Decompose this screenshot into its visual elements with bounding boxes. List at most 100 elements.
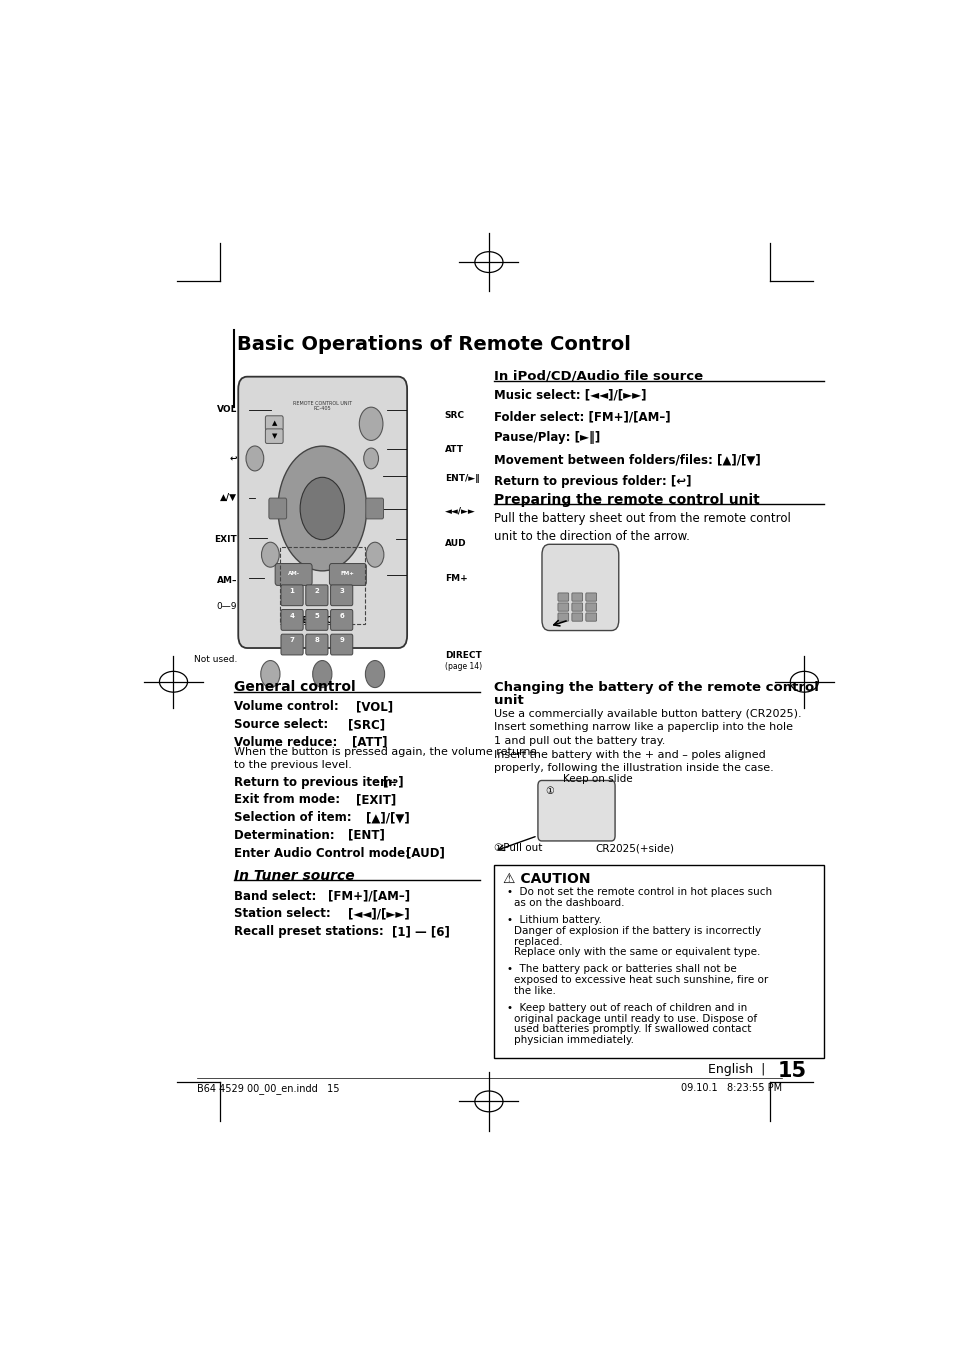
Circle shape bbox=[363, 448, 378, 468]
Text: [◄◄]/[►►]: [◄◄]/[►►] bbox=[348, 907, 409, 921]
FancyBboxPatch shape bbox=[331, 634, 353, 655]
Text: [▲]/[▼]: [▲]/[▼] bbox=[365, 811, 409, 824]
Circle shape bbox=[366, 543, 383, 567]
Circle shape bbox=[359, 408, 382, 440]
Text: Volume control:: Volume control: bbox=[233, 701, 342, 713]
Text: Not used.: Not used. bbox=[193, 655, 236, 664]
Text: the like.: the like. bbox=[514, 986, 556, 996]
Text: Return to previous folder: [↩]: Return to previous folder: [↩] bbox=[494, 475, 691, 487]
FancyBboxPatch shape bbox=[585, 593, 596, 601]
FancyBboxPatch shape bbox=[558, 613, 568, 621]
Text: Enter Audio Control mode:: Enter Audio Control mode: bbox=[233, 846, 414, 860]
Text: 2: 2 bbox=[314, 589, 319, 594]
Text: •  Lithium battery.: • Lithium battery. bbox=[506, 915, 601, 925]
Text: Station select:: Station select: bbox=[233, 907, 335, 921]
Text: 09.10.1   8:23:55 PM: 09.10.1 8:23:55 PM bbox=[680, 1083, 781, 1094]
Text: replaced.: replaced. bbox=[514, 937, 562, 946]
Text: Pause/Play: [►‖]: Pause/Play: [►‖] bbox=[494, 432, 600, 444]
Text: SRC: SRC bbox=[444, 410, 464, 420]
Text: [EXIT]: [EXIT] bbox=[355, 794, 395, 806]
Text: Recall preset stations:: Recall preset stations: bbox=[233, 925, 388, 938]
Circle shape bbox=[261, 543, 279, 567]
Text: When the button is pressed again, the volume returns
to the previous level.: When the button is pressed again, the vo… bbox=[233, 747, 536, 771]
Text: [VOL]: [VOL] bbox=[355, 701, 393, 713]
FancyBboxPatch shape bbox=[558, 603, 568, 612]
Text: •  Do not set the remote control in hot places such: • Do not set the remote control in hot p… bbox=[506, 887, 771, 898]
Text: [SRC]: [SRC] bbox=[348, 718, 385, 730]
FancyBboxPatch shape bbox=[365, 498, 383, 518]
Text: [ATT]: [ATT] bbox=[352, 736, 387, 749]
Text: FM+: FM+ bbox=[444, 574, 467, 583]
Text: In Tuner source: In Tuner source bbox=[233, 869, 355, 883]
FancyBboxPatch shape bbox=[281, 585, 303, 606]
FancyBboxPatch shape bbox=[541, 544, 618, 630]
FancyBboxPatch shape bbox=[331, 585, 353, 606]
Text: 7: 7 bbox=[290, 637, 294, 644]
FancyBboxPatch shape bbox=[571, 613, 582, 621]
Text: 1: 1 bbox=[290, 589, 294, 594]
Circle shape bbox=[260, 660, 279, 687]
Text: General control: General control bbox=[233, 680, 355, 694]
Text: ◄◄/►►: ◄◄/►► bbox=[444, 508, 475, 516]
FancyBboxPatch shape bbox=[571, 593, 582, 601]
FancyBboxPatch shape bbox=[558, 593, 568, 601]
Text: ▲: ▲ bbox=[272, 420, 276, 427]
FancyBboxPatch shape bbox=[537, 780, 615, 841]
Text: Volume reduce:: Volume reduce: bbox=[233, 736, 341, 749]
Circle shape bbox=[246, 446, 263, 471]
Text: Replace only with the same or equivalent type.: Replace only with the same or equivalent… bbox=[514, 948, 760, 957]
Text: [AUD]: [AUD] bbox=[406, 846, 444, 860]
FancyBboxPatch shape bbox=[274, 563, 312, 586]
Text: Music select: [◄◄]/[►►]: Music select: [◄◄]/[►►] bbox=[494, 389, 646, 401]
Text: •  Keep battery out of reach of children and in: • Keep battery out of reach of children … bbox=[506, 1003, 746, 1012]
Text: original package until ready to use. Dispose of: original package until ready to use. Dis… bbox=[514, 1014, 757, 1023]
Circle shape bbox=[313, 660, 332, 687]
Text: AUD: AUD bbox=[444, 539, 466, 548]
Text: English  |: English | bbox=[707, 1062, 773, 1076]
Text: ▲/▼: ▲/▼ bbox=[220, 493, 236, 502]
Text: DIRECT: DIRECT bbox=[444, 651, 481, 660]
Text: VOL: VOL bbox=[216, 405, 236, 413]
FancyBboxPatch shape bbox=[238, 377, 407, 648]
Text: as on the dashboard.: as on the dashboard. bbox=[514, 898, 624, 909]
FancyBboxPatch shape bbox=[329, 563, 366, 586]
FancyBboxPatch shape bbox=[585, 613, 596, 621]
Text: Determination:: Determination: bbox=[233, 829, 338, 842]
Text: 5: 5 bbox=[314, 613, 319, 618]
FancyBboxPatch shape bbox=[585, 603, 596, 612]
Text: Source select:: Source select: bbox=[233, 718, 332, 730]
Text: [1] — [6]: [1] — [6] bbox=[392, 925, 450, 938]
Text: Danger of explosion if the battery is incorrectly: Danger of explosion if the battery is in… bbox=[514, 926, 760, 936]
Text: CR2025(+side): CR2025(+side) bbox=[596, 844, 674, 853]
Text: REMOTE CONTROL UNIT: REMOTE CONTROL UNIT bbox=[293, 401, 352, 406]
FancyBboxPatch shape bbox=[265, 416, 283, 431]
Text: 3: 3 bbox=[339, 589, 344, 594]
Text: In iPod/CD/Audio file source: In iPod/CD/Audio file source bbox=[494, 370, 702, 383]
Text: •  The battery pack or batteries shall not be: • The battery pack or batteries shall no… bbox=[506, 964, 736, 975]
Text: 4: 4 bbox=[290, 613, 294, 618]
Text: ↩: ↩ bbox=[230, 455, 236, 463]
Text: ATT: ATT bbox=[444, 446, 463, 455]
Circle shape bbox=[365, 660, 384, 687]
Text: ⚠ CAUTION: ⚠ CAUTION bbox=[502, 872, 590, 886]
Text: Use a commercially available button battery (CR2025).
Insert something narrow li: Use a commercially available button batt… bbox=[494, 709, 801, 774]
FancyBboxPatch shape bbox=[306, 634, 328, 655]
Text: Pull the battery sheet out from the remote control
unit to the direction of the : Pull the battery sheet out from the remo… bbox=[494, 513, 790, 543]
Text: 15: 15 bbox=[778, 1061, 806, 1081]
Text: Preparing the remote control unit: Preparing the remote control unit bbox=[494, 493, 760, 508]
Text: EXIT: EXIT bbox=[214, 536, 236, 544]
Circle shape bbox=[300, 478, 344, 540]
Text: [↩]: [↩] bbox=[382, 776, 403, 788]
Text: [ENT]: [ENT] bbox=[348, 829, 384, 842]
Text: [FM+]/[AM–]: [FM+]/[AM–] bbox=[328, 890, 410, 903]
Text: ENT/►‖: ENT/►‖ bbox=[444, 474, 478, 483]
Text: 9: 9 bbox=[339, 637, 344, 644]
Text: Basic Operations of Remote Control: Basic Operations of Remote Control bbox=[236, 335, 630, 354]
Text: ①Pull out: ①Pull out bbox=[494, 844, 542, 853]
Text: ①: ① bbox=[545, 786, 554, 795]
Text: Changing the battery of the remote control: Changing the battery of the remote contr… bbox=[494, 680, 819, 694]
Text: B64 4529 00_00_en.indd   15: B64 4529 00_00_en.indd 15 bbox=[196, 1083, 339, 1094]
Text: unit: unit bbox=[494, 694, 523, 707]
FancyBboxPatch shape bbox=[281, 634, 303, 655]
FancyBboxPatch shape bbox=[306, 585, 328, 606]
